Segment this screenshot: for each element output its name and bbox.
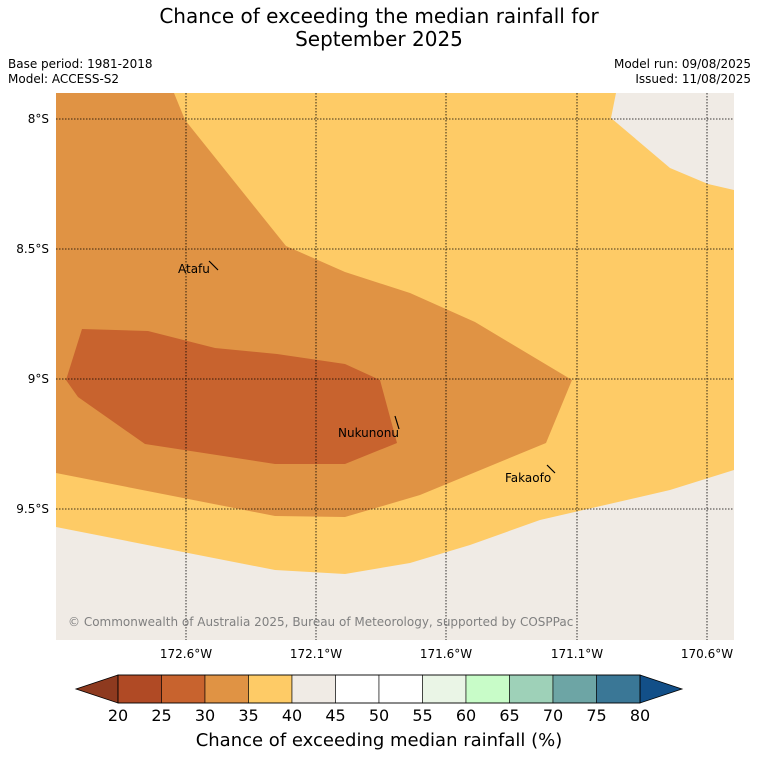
issued-date: Issued: 11/08/2025	[635, 72, 751, 86]
lat-label-9: 9°S	[28, 372, 49, 386]
colorbar-tick-label: 40	[282, 706, 302, 725]
model-run: Model run: 09/08/2025	[613, 57, 751, 71]
lat-label-8-5: 8.5°S	[16, 242, 49, 256]
title-line-2: September 2025	[295, 27, 463, 51]
fakaofo-island	[546, 464, 556, 474]
meta-left: Base period: 1981-2018 Model: ACCESS-S2	[8, 57, 153, 87]
place-atafu: Atafu	[178, 262, 210, 276]
colorbar-swatch	[204, 674, 249, 704]
lon-label-172-1: 172.1°W	[290, 647, 342, 661]
colorbar-swatch	[161, 674, 206, 704]
meta-right: Model run: 09/08/2025 Issued: 11/08/2025	[614, 57, 751, 87]
colorbar-tick-label: 30	[195, 706, 215, 725]
colorbar-swatch	[335, 674, 380, 704]
colorbar-tick-label: 50	[369, 706, 389, 725]
band-25-30	[66, 329, 397, 464]
lon-label-172-6: 172.6°W	[160, 647, 212, 661]
colorbar-swatch	[117, 674, 162, 704]
atafu-island	[208, 260, 219, 271]
colorbar-swatch	[248, 674, 293, 704]
colorbar: 20 25 30 35 40 45 50 55 60 65 70 75 80	[74, 674, 684, 725]
colorbar-swatch	[422, 674, 467, 704]
colorbar-label: Chance of exceeding median rainfall (%)	[195, 730, 563, 751]
place-labels: Atafu Nukunonu Fakaofo	[178, 262, 551, 485]
colorbar-over-arrow	[639, 674, 684, 704]
colorbar-tick-label: 20	[108, 706, 128, 725]
colorbar-tick-label: 65	[499, 706, 519, 725]
colorbar-tick-label: 70	[543, 706, 563, 725]
colorbar-tick-label: 35	[238, 706, 258, 725]
colorbar-tick-label: 60	[456, 706, 476, 725]
colorbar-frame	[117, 674, 641, 704]
lon-label-171-6: 171.6°W	[420, 647, 472, 661]
colorbar-tick-label: 25	[151, 706, 171, 725]
copyright-notice: © Commonwealth of Australia 2025, Bureau…	[68, 615, 573, 629]
model-name: Model: ACCESS-S2	[8, 72, 120, 86]
colorbar-swatch	[291, 674, 336, 704]
colorbar-swatch	[552, 674, 597, 704]
latitude-labels: 8°S 8.5°S 9°S 9.5°S	[16, 112, 49, 516]
colorbar-swatch	[509, 674, 554, 704]
base-period: Base period: 1981-2018	[8, 57, 153, 71]
colorbar-tick-label: 55	[412, 706, 432, 725]
colorbar-swatch	[596, 674, 641, 704]
lon-label-170-6: 170.6°W	[681, 647, 733, 661]
lat-label-9-5: 9.5°S	[16, 502, 49, 516]
place-fakaofo: Fakaofo	[505, 471, 551, 485]
longitude-labels: 172.6°W 172.1°W 171.6°W 171.1°W 170.6°W	[160, 647, 733, 661]
colorbar-under-arrow	[74, 674, 119, 704]
colorbar-swatch	[378, 674, 423, 704]
graticule	[56, 93, 734, 640]
lat-label-8: 8°S	[28, 112, 49, 126]
lon-label-171-1: 171.1°W	[551, 647, 603, 661]
title-line-1: Chance of exceeding the median rainfall …	[159, 4, 599, 28]
colorbar-tick-label: 45	[325, 706, 345, 725]
map-area[interactable]: Atafu Nukunonu Fakaofo © Commonwealth of…	[56, 93, 734, 640]
colorbar-tick-label: 80	[630, 706, 650, 725]
nukunonu-island	[394, 415, 400, 430]
colorbar-tick-label: 75	[586, 706, 606, 725]
place-nukunonu: Nukunonu	[338, 426, 399, 440]
colorbar-swatch	[465, 674, 510, 704]
chart-title: Chance of exceeding the median rainfall …	[0, 5, 758, 51]
island-outlines	[208, 260, 556, 474]
